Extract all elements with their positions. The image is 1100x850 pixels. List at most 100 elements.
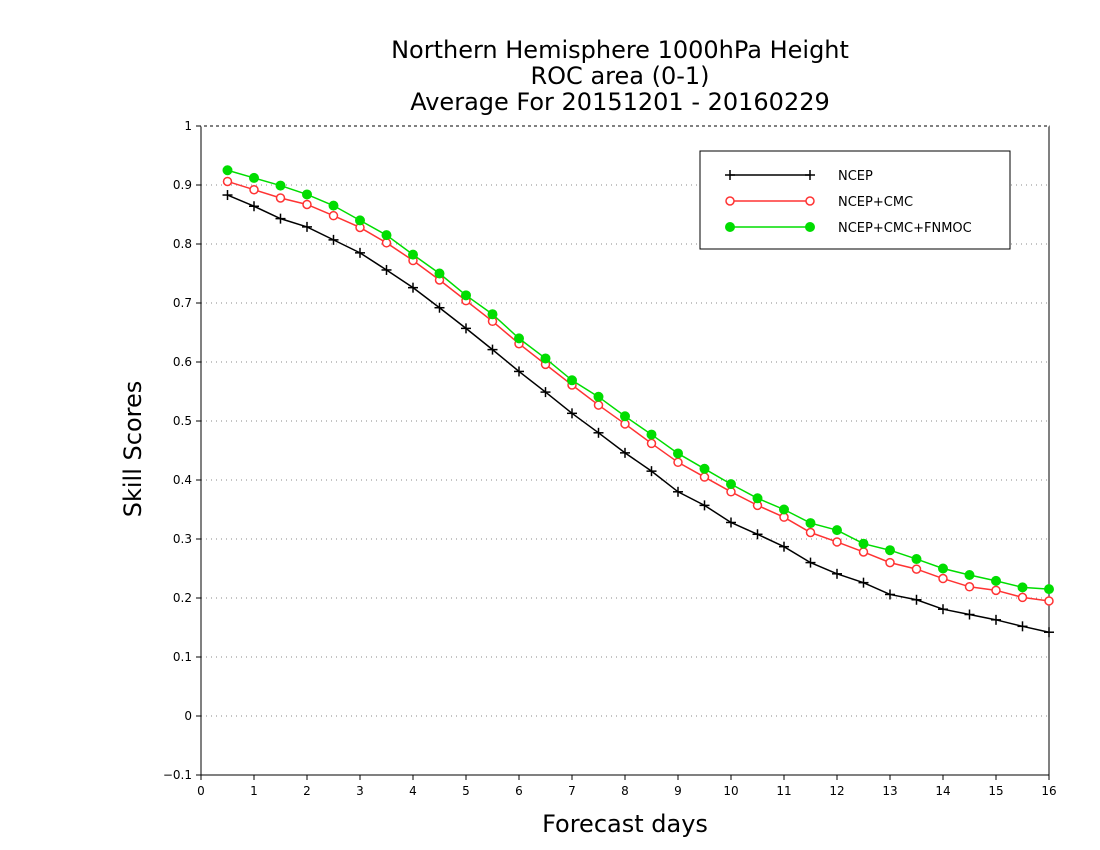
- x-tick-label: 1: [250, 784, 258, 798]
- data-point: [620, 447, 630, 458]
- axes: −0.100.10.20.30.40.50.60.70.80.910 1 2 3 4 5 6…: [163, 119, 1057, 798]
- legend-box: [699, 150, 1011, 250]
- data-point: [752, 529, 763, 540]
- data-point: [593, 391, 604, 402]
- chart-title-line-2: ROC area (0-1): [530, 62, 709, 90]
- data-point: [275, 180, 286, 191]
- data-point: [593, 427, 604, 438]
- data-point: [275, 213, 286, 224]
- data-point: [487, 344, 498, 355]
- y-axis-label: Skill Scores: [119, 381, 147, 518]
- y-tick-label: 0.6: [173, 355, 192, 369]
- data-point: [328, 210, 339, 221]
- data-point: [355, 247, 365, 258]
- legend-entry: NCEP: [725, 169, 873, 184]
- x-tick-label: 11: [776, 784, 791, 798]
- data-point: [593, 400, 604, 410]
- data-point: [991, 614, 1001, 625]
- data-point: [832, 568, 842, 579]
- y-tick-label: 0.8: [173, 237, 192, 251]
- y-tick-label: 0: [184, 709, 192, 723]
- data-point: [673, 486, 683, 497]
- data-point: [302, 199, 312, 210]
- data-point: [885, 589, 895, 600]
- legend-marker: [725, 222, 735, 232]
- data-point: [885, 557, 895, 568]
- data-point: [567, 375, 577, 386]
- data-point: [434, 268, 445, 279]
- data-point: [1017, 621, 1028, 632]
- chart-title-line-3: Average For 20151201 - 20160229: [410, 88, 830, 116]
- data-point: [673, 457, 683, 468]
- data-point: [434, 302, 445, 313]
- data-point: [222, 190, 233, 201]
- y-tick-label: 0.7: [173, 296, 192, 310]
- data-point: [858, 577, 869, 588]
- data-point: [302, 189, 312, 200]
- data-point: [540, 387, 551, 398]
- x-tick-label: 12: [829, 784, 844, 798]
- data-point: [805, 557, 816, 568]
- y-tick-label: −0.1: [163, 768, 192, 782]
- data-point: [911, 594, 922, 605]
- data-point: [991, 575, 1001, 586]
- x-tick-label: 10: [723, 784, 738, 798]
- data-point: [938, 563, 948, 574]
- x-tick-label: 8: [621, 784, 629, 798]
- x-tick-label: 15: [988, 784, 1003, 798]
- x-tick-label: 3: [356, 784, 364, 798]
- data-point: [1017, 592, 1028, 603]
- y-tick-label: 0.9: [173, 178, 192, 192]
- data-point: [540, 353, 551, 364]
- legend-entry: NCEP+CMC: [725, 195, 913, 210]
- data-point: [408, 249, 418, 260]
- data-point: [249, 184, 259, 195]
- data-point: [461, 290, 471, 301]
- series-ncep-cmc: [222, 176, 1054, 606]
- data-point: [328, 234, 339, 245]
- data-point: [911, 554, 922, 565]
- legend-label: NCEP+CMC+FNMOC: [838, 221, 972, 236]
- data-point: [646, 429, 657, 440]
- chart-title-line-1: Northern Hemisphere 1000hPa Height: [391, 36, 849, 64]
- data-point: [222, 165, 233, 176]
- data-point: [275, 193, 286, 203]
- y-tick-label: 0.1: [173, 650, 192, 664]
- data-point: [461, 323, 471, 334]
- data-point: [938, 573, 948, 584]
- data-point: [779, 504, 789, 515]
- data-point: [858, 547, 869, 557]
- data-point: [302, 221, 312, 232]
- data-point: [646, 438, 657, 449]
- data-point: [805, 527, 816, 538]
- data-point: [1044, 584, 1054, 595]
- data-point: [514, 333, 524, 344]
- legend-marker: [805, 170, 815, 180]
- x-axis-label: Forecast days: [542, 810, 708, 838]
- data-point: [249, 201, 259, 212]
- x-tick-label: 6: [515, 784, 523, 798]
- data-point: [222, 176, 233, 187]
- legend-marker: [805, 196, 815, 206]
- data-point: [514, 366, 524, 377]
- y-tick-label: 0.5: [173, 414, 192, 428]
- data-point: [249, 172, 259, 183]
- y-tick-label: 0.4: [173, 473, 192, 487]
- data-point: [646, 466, 657, 477]
- data-point: [1044, 627, 1054, 638]
- data-point: [885, 545, 895, 556]
- data-point: [381, 230, 392, 241]
- data-point: [911, 564, 922, 574]
- data-point: [699, 500, 710, 511]
- data-point: [699, 463, 710, 474]
- data-point: [699, 472, 710, 482]
- data-point: [328, 200, 339, 211]
- legend-marker: [805, 222, 815, 232]
- x-tick-label: 16: [1041, 784, 1056, 798]
- series-ncep-cmc-fnmoc: [222, 165, 1054, 595]
- data-point: [1044, 596, 1054, 606]
- x-tick-label: 13: [882, 784, 897, 798]
- x-tick-label: 14: [935, 784, 950, 798]
- data-point: [991, 585, 1001, 596]
